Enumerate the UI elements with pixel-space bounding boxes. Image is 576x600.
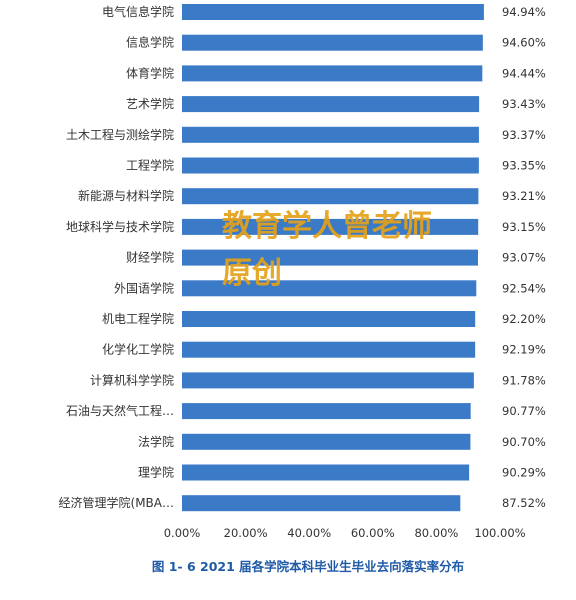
- bar: [182, 188, 479, 205]
- category-label: 新能源与材料学院: [78, 188, 174, 203]
- bar: [182, 249, 478, 266]
- bar: [182, 34, 483, 51]
- category-label: 工程学院: [126, 158, 174, 173]
- bar: [182, 433, 471, 450]
- bar: [182, 341, 476, 358]
- bar: [182, 403, 471, 420]
- bar: [182, 280, 477, 297]
- x-tick-label: 40.00%: [287, 526, 331, 540]
- x-tick-label: 100.00%: [474, 526, 525, 540]
- chart-caption: 图 1- 6 2021 届各学院本科毕业生毕业去向落实率分布: [152, 559, 465, 574]
- bar: [182, 372, 474, 389]
- category-label: 体育学院: [126, 65, 174, 80]
- category-label: 地球科学与技术学院: [66, 219, 174, 234]
- watermark-line-2: 原创: [222, 256, 282, 291]
- value-label: 93.35%: [502, 159, 546, 173]
- value-label: 90.29%: [502, 466, 546, 480]
- value-label: 93.37%: [502, 128, 546, 142]
- bar: [182, 311, 476, 327]
- category-label: 土木工程与测绘学院: [66, 127, 174, 142]
- category-label: 机电工程学院: [102, 311, 174, 326]
- x-axis-ticks: 0.00% 20.00% 40.00% 60.00% 80.00% 100.00%: [164, 526, 526, 540]
- value-label: 92.20%: [502, 312, 546, 326]
- x-tick-label: 60.00%: [351, 526, 395, 540]
- value-label: 94.44%: [502, 66, 546, 80]
- value-label: 93.07%: [502, 251, 546, 265]
- value-label: 94.94%: [502, 5, 546, 19]
- category-labels: 电气信息学院信息学院体育学院艺术学院土木工程与测绘学院工程学院新能源与材料学院地…: [59, 4, 174, 510]
- value-label: 92.54%: [502, 281, 546, 295]
- value-labels: 94.94% 94.60% 94.44% 93.43% 93.37% 93.35% 93.2…: [502, 5, 546, 510]
- category-label: 信息学院: [126, 35, 174, 50]
- bar: [182, 495, 461, 512]
- category-label: 石油与天然气工程…: [66, 403, 174, 418]
- category-label: 经济管理学院(MBA…: [59, 495, 174, 510]
- bar: [182, 126, 479, 143]
- watermark-line-1: 教育学人曾老师: [222, 209, 432, 244]
- category-label: 理学院: [138, 465, 174, 480]
- category-label: 化学化工学院: [102, 342, 174, 357]
- bar: [182, 218, 479, 235]
- value-label: 92.19%: [502, 343, 546, 357]
- category-label: 计算机科学学院: [90, 372, 174, 387]
- bar: [182, 157, 479, 174]
- category-label: 艺术学院: [126, 96, 174, 111]
- x-tick-label: 80.00%: [414, 526, 458, 540]
- x-tick-label: 20.00%: [224, 526, 268, 540]
- value-label: 93.15%: [502, 220, 546, 234]
- x-tick-label: 0.00%: [164, 526, 201, 540]
- value-label: 93.43%: [502, 97, 546, 111]
- value-label: 90.70%: [502, 435, 546, 449]
- value-label: 91.78%: [502, 373, 546, 387]
- value-label: 90.77%: [502, 404, 546, 418]
- value-label: 93.21%: [502, 189, 546, 203]
- bar: [182, 65, 483, 82]
- category-label: 财经学院: [126, 250, 174, 265]
- bar: [182, 464, 470, 481]
- category-label: 法学院: [138, 434, 174, 449]
- category-label: 电气信息学院: [102, 4, 174, 19]
- value-label: 87.52%: [502, 496, 546, 510]
- bar: [182, 4, 484, 20]
- category-label: 外国语学院: [114, 280, 174, 295]
- value-label: 94.60%: [502, 36, 546, 50]
- bar: [182, 96, 480, 113]
- bars-group: [182, 4, 484, 512]
